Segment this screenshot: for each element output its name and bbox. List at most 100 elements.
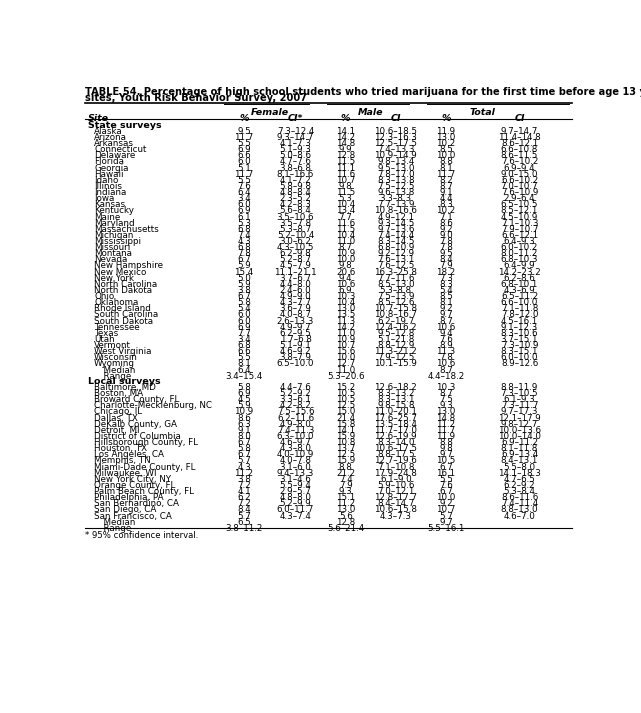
- Text: 10.9–14.9: 10.9–14.9: [374, 151, 417, 160]
- Text: 7.1: 7.1: [439, 212, 453, 222]
- Text: 14.1: 14.1: [336, 127, 355, 135]
- Text: 7.4: 7.4: [237, 231, 251, 240]
- Text: 3.8: 3.8: [237, 475, 251, 484]
- Text: Indiana: Indiana: [94, 188, 126, 197]
- Text: 10.1–15.9: 10.1–15.9: [374, 359, 417, 369]
- Text: 10.3: 10.3: [336, 292, 355, 301]
- Text: 4.5: 4.5: [237, 395, 251, 404]
- Text: Montana: Montana: [94, 250, 132, 258]
- Text: 5.7: 5.7: [237, 456, 251, 466]
- Text: Los Angeles, CA: Los Angeles, CA: [94, 451, 164, 459]
- Text: 13.5: 13.5: [336, 310, 355, 319]
- Text: %: %: [341, 114, 351, 123]
- Text: 12.6–19.9: 12.6–19.9: [374, 432, 417, 441]
- Text: Missouri: Missouri: [94, 243, 130, 252]
- Text: 7.8: 7.8: [439, 243, 453, 252]
- Text: 9.6–13.8: 9.6–13.8: [377, 188, 415, 197]
- Text: Rhode Island: Rhode Island: [94, 304, 151, 313]
- Text: 9.1: 9.1: [439, 188, 453, 197]
- Text: 2.9–5.7: 2.9–5.7: [279, 487, 312, 496]
- Text: 6.7: 6.7: [237, 292, 251, 301]
- Text: 9.8–13.4: 9.8–13.4: [377, 158, 415, 166]
- Text: 6.4: 6.4: [237, 366, 251, 374]
- Text: 10.8–16.7: 10.8–16.7: [374, 310, 417, 319]
- Text: 4.9–12.1: 4.9–12.1: [378, 212, 414, 222]
- Text: 14.2: 14.2: [336, 323, 355, 332]
- Text: Median: Median: [97, 518, 135, 527]
- Text: 9.7–13.6: 9.7–13.6: [377, 225, 415, 234]
- Text: 9.2: 9.2: [439, 304, 453, 313]
- Text: 5.5: 5.5: [439, 475, 453, 484]
- Text: 11.7: 11.7: [235, 170, 254, 179]
- Text: State surveys: State surveys: [88, 120, 161, 130]
- Text: Mississippi: Mississippi: [94, 237, 141, 246]
- Text: TABLE 54. Percentage of high school students who tried marijuana for the first t: TABLE 54. Percentage of high school stud…: [85, 87, 641, 97]
- Text: 7.1–10.8: 7.1–10.8: [377, 463, 415, 471]
- Text: 3.1–6.0: 3.1–6.0: [279, 463, 312, 471]
- Text: 5.7: 5.7: [439, 511, 453, 520]
- Text: 6.0–11.7: 6.0–11.7: [277, 506, 314, 514]
- Text: 4.0–8.7: 4.0–8.7: [279, 310, 312, 319]
- Text: 7.6–10.9: 7.6–10.9: [501, 188, 538, 197]
- Text: 9.7–17.3: 9.7–17.3: [501, 407, 538, 416]
- Text: 13.5–18.4: 13.5–18.4: [374, 420, 417, 429]
- Text: 12.5: 12.5: [336, 401, 355, 411]
- Text: 7.9: 7.9: [439, 262, 453, 270]
- Text: Female: Female: [251, 108, 289, 116]
- Text: 21.4: 21.4: [336, 414, 355, 423]
- Text: 8.6–11.5: 8.6–11.5: [501, 151, 538, 160]
- Text: 1.7–6.8: 1.7–6.8: [279, 335, 312, 344]
- Text: 11.2: 11.2: [336, 499, 355, 508]
- Text: 10.9: 10.9: [336, 250, 355, 258]
- Text: 3.3–6.1: 3.3–6.1: [279, 395, 312, 404]
- Text: 6.3–10.0: 6.3–10.0: [277, 432, 314, 441]
- Text: 7.4–11.3: 7.4–11.3: [277, 426, 314, 435]
- Text: 10.2: 10.2: [437, 206, 456, 215]
- Text: 6.9: 6.9: [237, 206, 251, 215]
- Text: 10.6–17.5: 10.6–17.5: [374, 444, 417, 453]
- Text: 8.1: 8.1: [439, 163, 453, 173]
- Text: 6.9: 6.9: [237, 323, 251, 332]
- Text: 8.8: 8.8: [338, 463, 353, 471]
- Text: 6.8–10.3: 6.8–10.3: [501, 255, 538, 265]
- Text: 6.1–9.3: 6.1–9.3: [504, 395, 535, 404]
- Text: 5.4: 5.4: [439, 286, 453, 295]
- Text: 7.9–12.5: 7.9–12.5: [377, 354, 415, 362]
- Text: Hillsborough County, FL: Hillsborough County, FL: [94, 438, 198, 447]
- Text: Delaware: Delaware: [94, 151, 135, 160]
- Text: 6.6–10.2: 6.6–10.2: [501, 176, 538, 185]
- Text: 4.3–7.4: 4.3–7.4: [279, 511, 312, 520]
- Text: 4.3–6.9: 4.3–6.9: [504, 286, 535, 295]
- Text: 8.9: 8.9: [439, 341, 453, 350]
- Text: 8.8–13.0: 8.8–13.0: [501, 506, 538, 514]
- Text: 8.0–11.2: 8.0–11.2: [501, 250, 538, 258]
- Text: South Dakota: South Dakota: [94, 317, 153, 326]
- Text: Site: Site: [88, 114, 109, 123]
- Text: 6.7: 6.7: [237, 451, 251, 459]
- Text: 11.6: 11.6: [336, 170, 355, 179]
- Text: North Carolina: North Carolina: [94, 279, 157, 289]
- Text: 8.3–14.5: 8.3–14.5: [377, 237, 415, 246]
- Text: 7.1–11.8: 7.1–11.8: [501, 304, 538, 313]
- Text: North Dakota: North Dakota: [94, 286, 152, 295]
- Text: 4.3–8.0: 4.3–8.0: [279, 444, 312, 453]
- Text: Palm Beach County, FL: Palm Beach County, FL: [94, 487, 194, 496]
- Text: 12.7–19.6: 12.7–19.6: [374, 456, 417, 466]
- Text: 4.5–7.9: 4.5–7.9: [279, 262, 312, 270]
- Text: 9.1–12.3: 9.1–12.3: [501, 323, 538, 332]
- Text: Male: Male: [358, 108, 383, 116]
- Text: 11.0–20.1: 11.0–20.1: [374, 407, 417, 416]
- Text: 2.6–13.3: 2.6–13.3: [277, 317, 314, 326]
- Text: 8.3–13.2: 8.3–13.2: [377, 389, 415, 398]
- Text: 8.7: 8.7: [439, 182, 453, 191]
- Text: 8.9–12.6: 8.9–12.6: [501, 359, 538, 369]
- Text: 6.6: 6.6: [237, 151, 251, 160]
- Text: 6.2–19.7: 6.2–19.7: [377, 317, 415, 326]
- Text: 8.6: 8.6: [237, 414, 251, 423]
- Text: 5.1–9.1: 5.1–9.1: [279, 341, 312, 350]
- Text: 7.2: 7.2: [237, 481, 251, 490]
- Text: 5.8: 5.8: [237, 298, 251, 307]
- Text: 8.1: 8.1: [439, 298, 453, 307]
- Text: 6.9: 6.9: [339, 286, 353, 295]
- Text: 17.9–24.8: 17.9–24.8: [374, 468, 417, 478]
